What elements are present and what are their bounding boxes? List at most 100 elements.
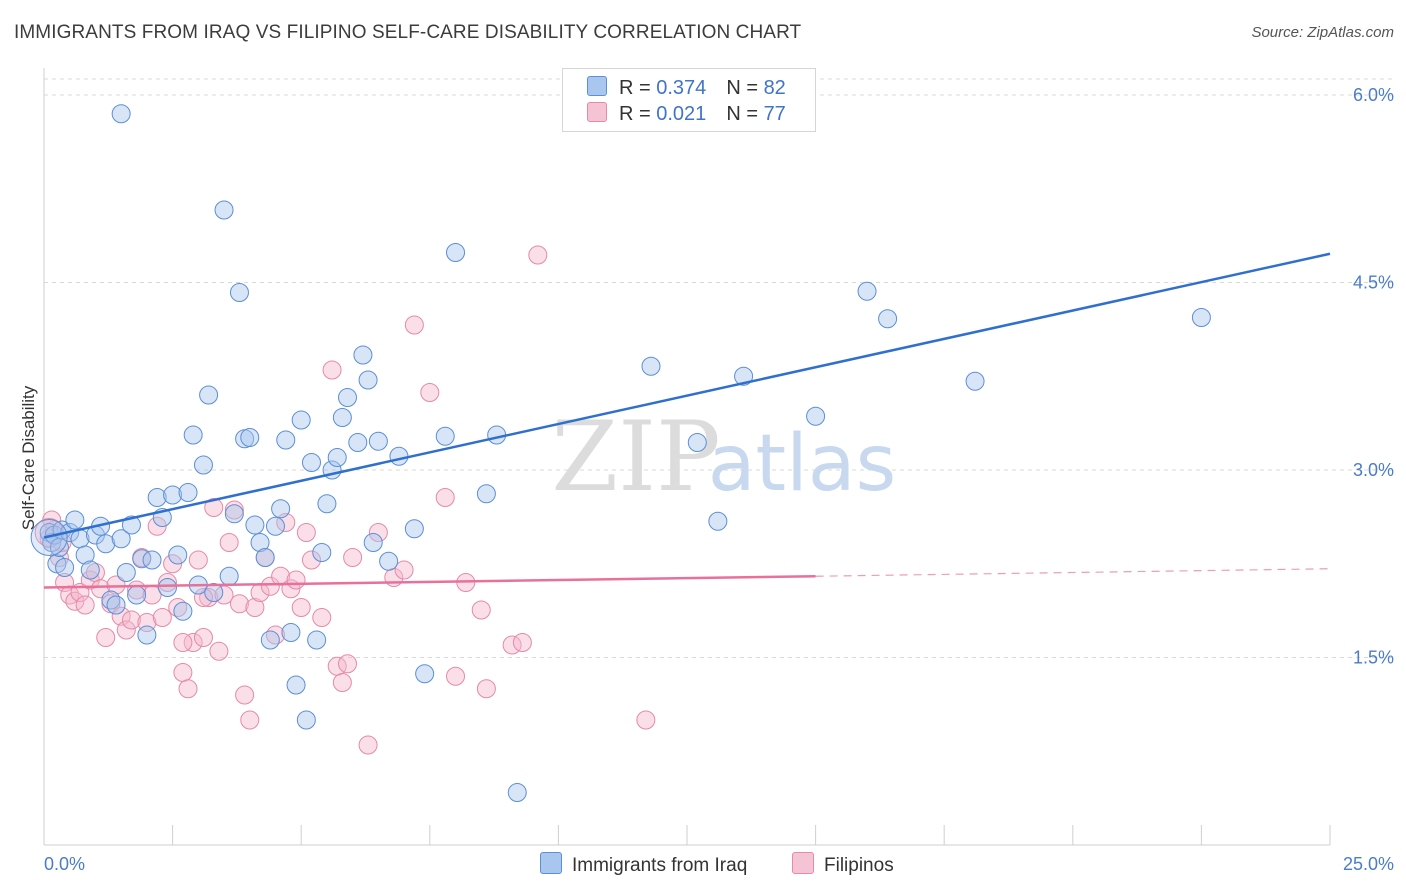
filipino-point [435,488,455,507]
iraq-point [183,425,203,445]
iraq-point [116,563,136,582]
filipino-point [116,620,136,640]
filipino-point [404,315,424,335]
iraq-point [65,510,85,530]
iraq-point [101,590,121,610]
iraq-point [178,483,198,502]
axes [43,68,1331,846]
iraq-point [327,448,347,467]
watermark-atlas: atlas [708,419,897,509]
iraq-point [147,488,167,507]
iraq-point [224,504,244,524]
source-label: Source: ZipAtlas.com [1251,24,1394,41]
iraq-point [96,534,116,554]
iraq-point [708,511,728,531]
y-tick-label: 6.0% [1353,85,1394,105]
iraq-point [286,675,306,695]
chart-title: IMMIGRANTS FROM IRAQ VS FILIPINO SELF-CA… [14,22,802,43]
iraq-point [389,446,409,466]
filipino-point [394,560,414,580]
axis-labels: 1.5% 3.0% 4.5% 6.0% 0.0% 25.0% Self-Care Disab… [19,85,1394,874]
filipino-trend-extension [815,568,1331,577]
filipino-point [471,600,491,620]
iraq-point [173,601,193,621]
filipino-point [312,608,332,627]
iraq-point [106,595,126,615]
filipino-point [173,663,193,682]
iraq-point [734,366,754,386]
filipino-point [152,608,172,627]
filipino-point [322,360,342,380]
y-tick-label: 3.0% [1353,460,1394,480]
filipino-point [121,610,141,630]
filipino-point [301,550,321,570]
iraq-point [312,543,332,562]
filipino-point [476,679,496,699]
filipino-point [332,673,352,692]
iraq-point [317,494,337,514]
iraq-point [193,455,213,475]
legend-item-filipinos[interactable]: Filipinos [792,852,894,877]
iraq-point [265,516,285,536]
y-axis-label: Self-Care Disability [19,385,38,530]
iraq-point [132,549,152,569]
iraq-point [404,519,424,539]
iraq-point [296,710,316,730]
iraq-point [245,515,265,535]
iraq-point [446,243,466,262]
iraq-point [965,371,985,391]
filipino-point [358,735,378,755]
filipino-point [178,679,198,699]
filipino-point [420,383,440,402]
filipino-swatch [587,102,607,122]
iraq-point [641,356,661,376]
filipino-point [636,710,656,730]
iraq-point [271,499,291,519]
n-label: N = [726,77,764,99]
filipino-point [75,595,95,615]
filipino-point [229,594,249,614]
stats-legend-row-iraq: R = 0.374 N = 82 [587,76,786,100]
filipino-point [193,628,213,647]
iraq-point [204,583,224,602]
iraq-point [878,309,898,329]
iraq-point [142,550,162,570]
filipino-point [219,533,239,552]
iraq-point [363,533,383,552]
r-label: R = [619,103,657,125]
filipino-point [147,516,167,536]
iraq-trend-line [43,252,1331,539]
filipino-point [199,588,219,607]
filipino-point [106,575,126,595]
iraq-point [163,485,183,505]
stats-legend-row-filipino: R = 0.021 N = 77 [587,102,786,126]
iraq-swatch [587,76,607,96]
filipino-point [173,633,193,652]
legend-item-iraq[interactable]: Immigrants from Iraq [540,852,747,877]
filipino-point [265,625,285,645]
iraq-point [368,431,388,451]
iraq-point [168,545,188,565]
stats-legend: R = 0.374 N = 82 R = 0.021 N = 77 [562,68,816,132]
filipino-point [163,554,183,574]
iraq-point [199,385,219,405]
iraq-point [476,484,496,504]
iraq-point [214,200,234,220]
x-tick-label: 25.0% [1343,854,1394,874]
watermark-zip: ZIP [551,401,720,513]
iraq-point [301,453,321,472]
iraq-point [857,281,877,301]
filipino-point [343,548,363,567]
iraq-point [55,558,75,577]
iraq-point [121,515,141,535]
iraq-point [806,406,826,426]
iraq-point [80,560,100,580]
x-tick-label: 0.0% [44,854,85,874]
filipino-point [286,570,306,590]
filipino-point [291,598,311,617]
iraq-point [250,533,270,552]
iraq-point [137,625,157,645]
r-value: 0.374 [656,77,707,99]
n-value: 77 [763,103,786,125]
iraq-point [1191,308,1211,327]
